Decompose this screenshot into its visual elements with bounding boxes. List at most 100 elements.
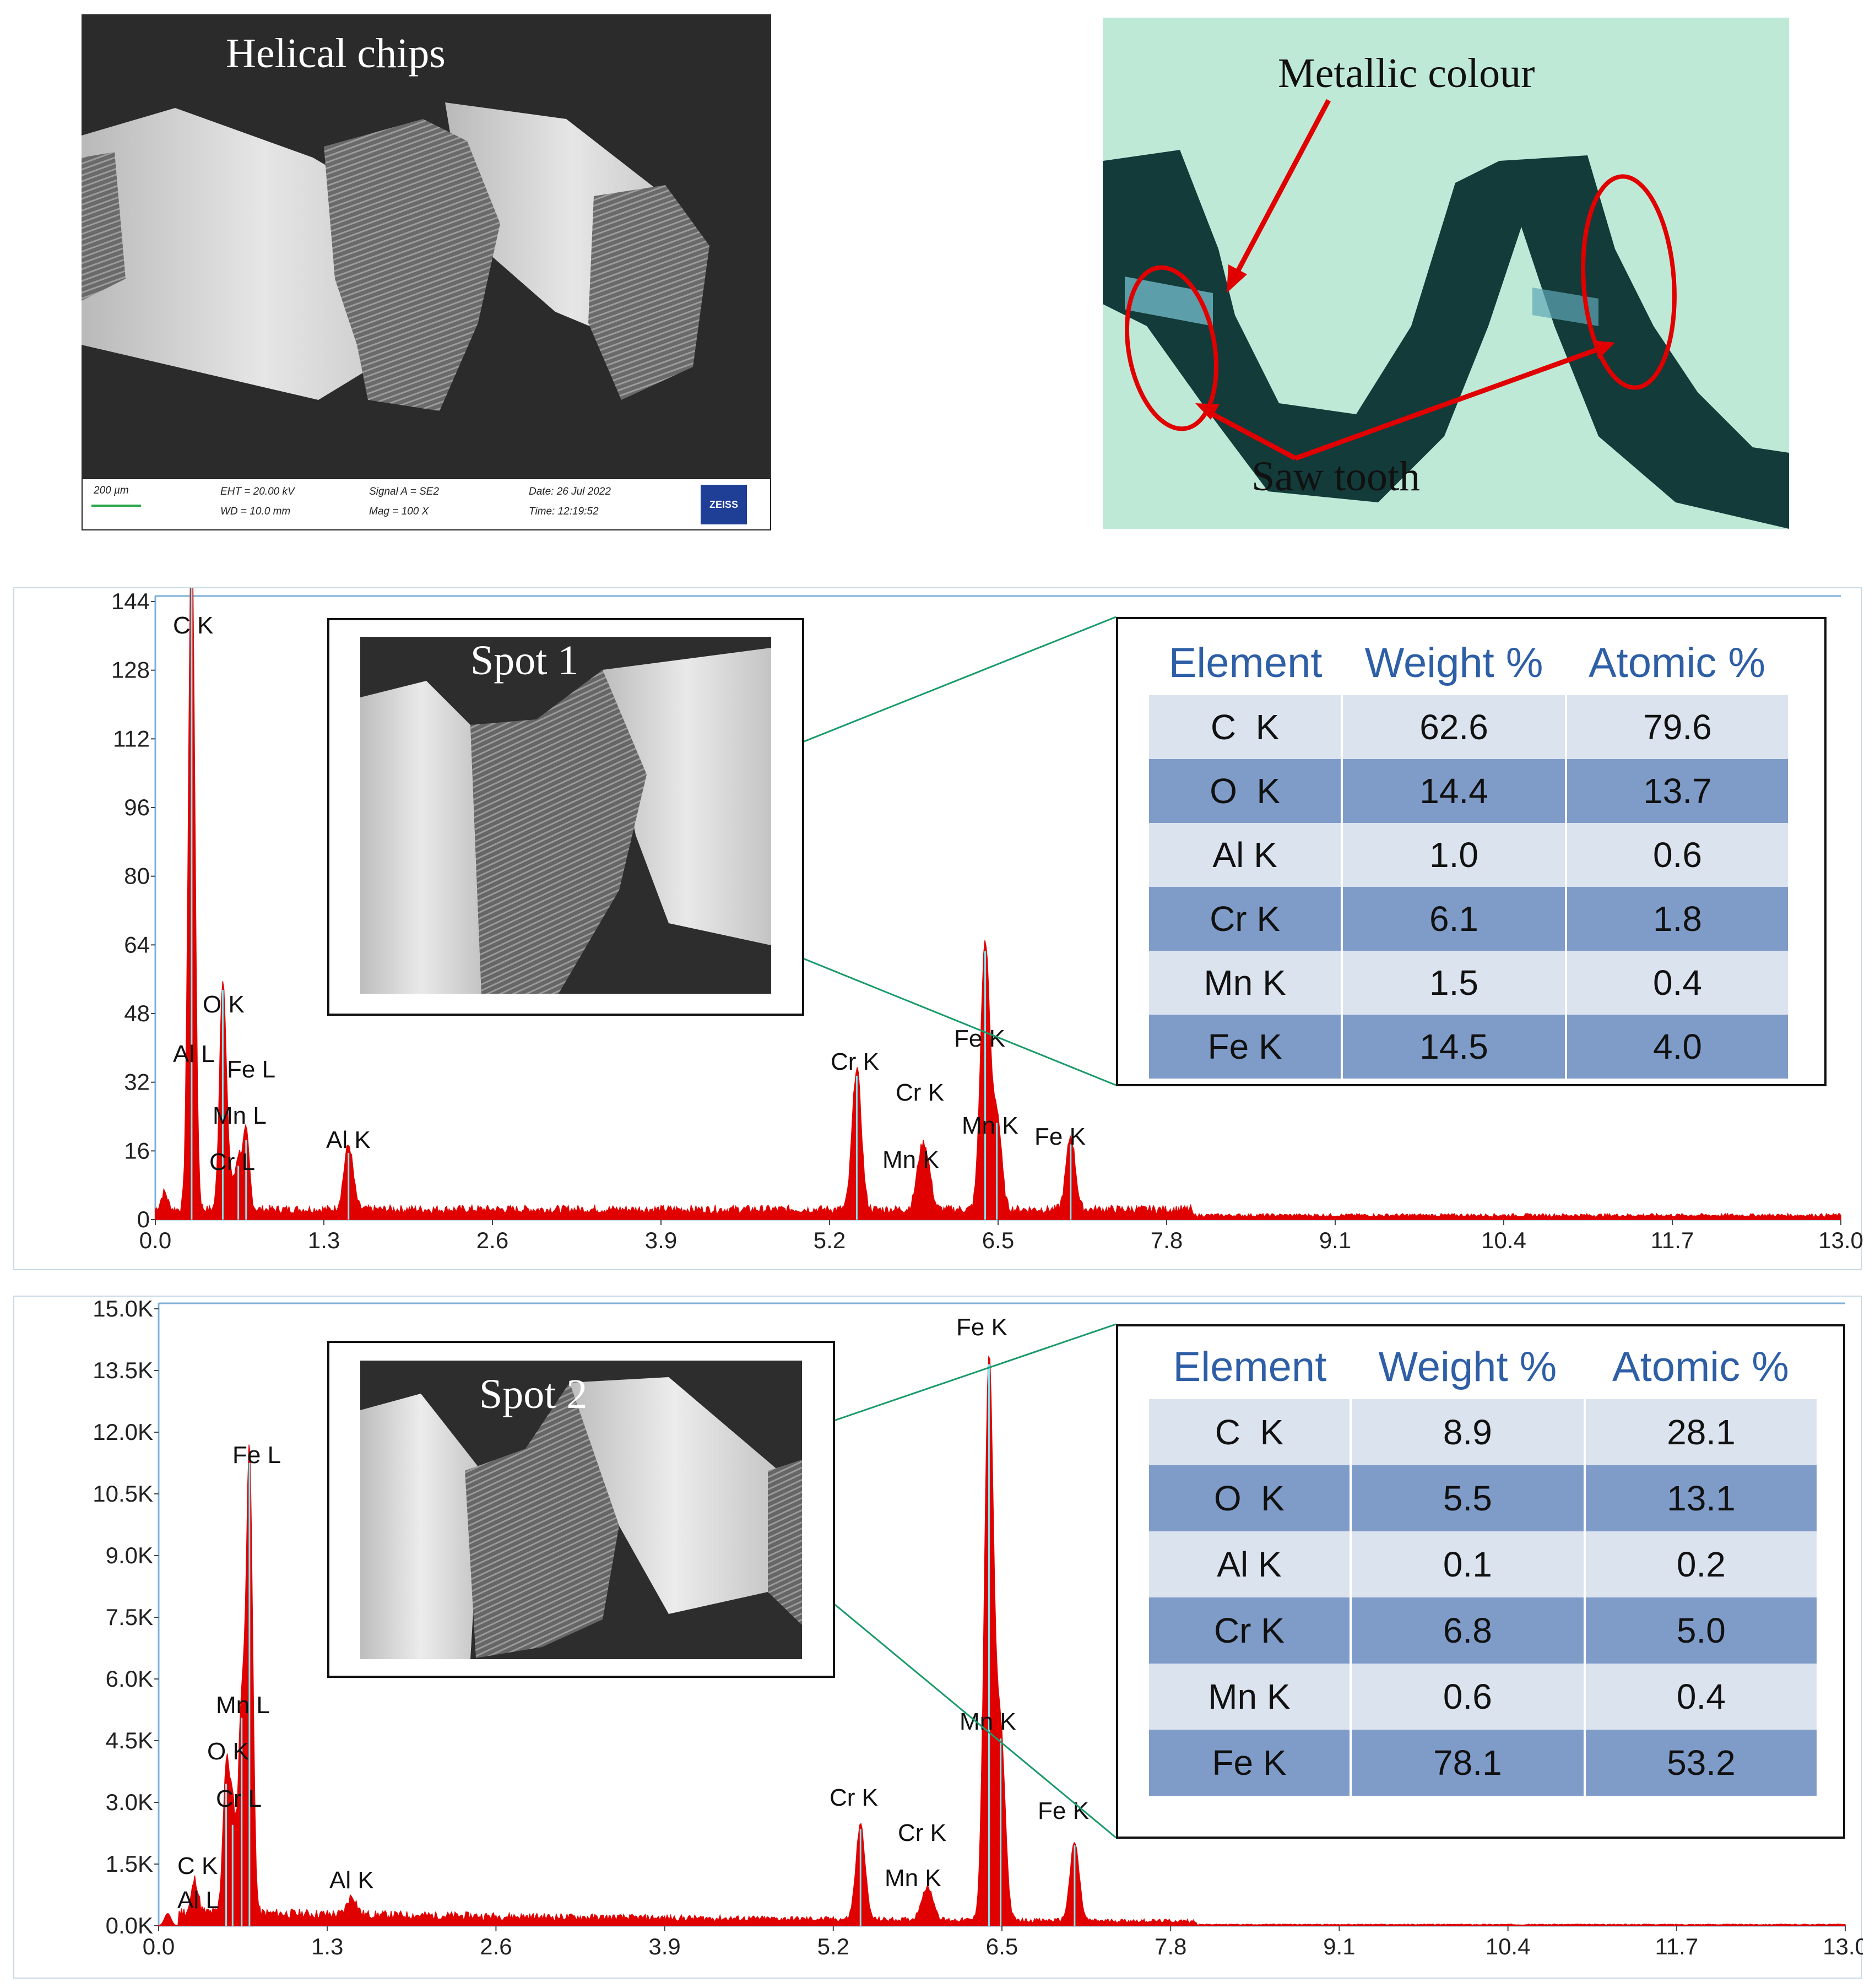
cell-atomic: 28.1 [1584,1399,1817,1465]
cell-weight: 1.0 [1342,823,1567,887]
cell-weight: 78.1 [1350,1730,1586,1796]
peak-label: C K [173,612,213,639]
cell-atomic: 13.1 [1584,1465,1817,1531]
peak-label: Mn K [882,1146,939,1173]
y-tick-label: 144 [111,588,150,614]
x-tick-label: 7.8 [1155,1933,1186,1959]
eht-label: EHT = 20.00 kV [220,486,295,497]
y-tick-label: 32 [124,1069,150,1095]
x-tick-label: 11.7 [1655,1933,1698,1959]
table-row: Al K 1.0 0.6 [1149,823,1788,887]
cell-element: Mn K [1149,951,1343,1015]
table-row: Mn K 1.5 0.4 [1149,951,1788,1015]
x-tick-label: 3.9 [648,1933,680,1959]
x-tick-label: 5.2 [814,1227,846,1253]
cell-element: O K [1149,759,1343,823]
x-tick-label: 2.6 [480,1933,512,1959]
table-row: O K 14.4 13.7 [1149,759,1788,823]
y-tick-label: 3.0K [106,1789,153,1815]
cell-element: Al K [1149,823,1343,887]
sem-helical-chips-image: Helical chips [82,14,771,530]
y-tick-label: 7.5K [106,1604,153,1630]
mag-label: Mag = 100 X [369,506,429,517]
x-tick-label: 6.5 [982,1227,1014,1253]
peak-label: Fe L [232,1442,281,1469]
y-tick-label: 6.0K [106,1666,153,1692]
cell-weight: 62.6 [1342,695,1567,759]
peak-label: Fe K [1034,1123,1086,1150]
peak-label: Fe K [956,1314,1007,1341]
peak-label: Al L [177,1887,219,1914]
scale-bar [91,505,141,507]
col-weight-header: Weight % [1378,1343,1557,1390]
peak-label: Cr K [830,1784,878,1811]
x-tick-label: 10.4 [1481,1227,1526,1253]
x-tick-label: 5.2 [817,1933,849,1959]
x-tick-label: 2.6 [476,1227,508,1253]
peak-label: Al L [173,1041,215,1068]
metallic-colour-label: Metallic colour [1278,50,1535,96]
cell-atomic: 53.2 [1584,1730,1817,1796]
peak-label: O K [207,1738,249,1765]
cell-weight: 6.8 [1350,1597,1586,1664]
spot1-composition-table: Element Weight % Atomic % C K 62.6 79.6 … [1149,630,1788,1079]
y-tick-label: 64 [124,931,150,957]
table-row: C K 8.9 28.1 [1149,1399,1817,1465]
y-tick-label: 48 [124,1000,150,1026]
cell-element: C K [1149,1399,1352,1465]
cell-element: Fe K [1149,1730,1352,1796]
y-tick-label: 13.5K [93,1357,153,1383]
spot1-spectrum-chart: 0.0 1.3 2.6 3.9 5.2 6.5 7.8 9.1 10.4 11.7 13.0 0 16 3… [111,588,1863,1253]
peak-label: Mn K [962,1112,1018,1139]
y-tick-label: 0 [137,1206,150,1232]
peak-label: Cr K [831,1048,879,1075]
peak-label: C K [177,1852,218,1879]
y-tick-label: 0.0K [106,1913,153,1938]
wd-label: WD = 10.0 mm [220,506,291,517]
spot2-composition-table: Element Weight % Atomic % C K 8.9 28.1 O… [1149,1334,1817,1796]
y-tick-label: 80 [124,863,150,889]
x-tick-label: 10.4 [1486,1933,1531,1959]
spot1-title: Spot 1 [470,637,579,684]
peak-label: Mn K [885,1865,941,1892]
spot2-title: Spot 2 [479,1371,588,1417]
sem-info-bar: 200 µm EHT = 20.00 kV WD = 10.0 mm Signa… [82,478,771,530]
x-tick-label: 3.9 [645,1227,677,1253]
cell-weight: 0.6 [1350,1664,1586,1730]
col-atomic-header: Atomic % [1588,639,1765,686]
scale-bar-label: 200 µm [94,485,129,496]
y-tick-label: 9.0K [106,1542,153,1568]
cell-element: Al K [1149,1531,1352,1597]
col-element-header: Element [1168,639,1323,686]
peak-label: Mn L [213,1102,267,1129]
cell-atomic: 0.4 [1565,951,1788,1015]
cell-element: Fe K [1149,1015,1343,1079]
y-tick-label: 16 [124,1137,150,1163]
peak-label: Cr L [209,1149,255,1176]
spot2-inset-image [360,1361,802,1659]
y-tick-label: 96 [124,794,150,820]
y-tick-label: 12.0K [93,1419,153,1445]
signal-label: Signal A = SE2 [369,486,439,497]
table-row: Fe K 14.5 4.0 [1149,1015,1788,1079]
x-tick-label: 13.0 [1823,1933,1863,1959]
cell-weight: 8.9 [1350,1399,1586,1465]
peak-label: Al K [326,1126,371,1153]
y-tick-label: 10.5K [93,1481,153,1507]
cell-atomic: 0.4 [1584,1664,1817,1730]
saw-tooth-label: Saw tooth [1251,453,1421,500]
y-tick-label: 128 [111,657,150,683]
cell-element: O K [1149,1465,1352,1531]
x-tick-label: 9.1 [1319,1227,1351,1253]
peak-label: Fe L [227,1056,275,1083]
x-tick-label: 0.0 [143,1933,175,1959]
cell-atomic: 1.8 [1565,887,1788,951]
table-row: Mn K 0.6 0.4 [1149,1664,1817,1730]
spectrum-panel-spot2: 0.0 1.3 2.6 3.9 5.2 6.5 7.8 9.1 10.4 11.7 13.0 0.0K… [13,1296,1863,1979]
peak-label: O K [203,991,245,1018]
cell-weight: 5.5 [1350,1465,1586,1531]
cell-atomic: 13.7 [1565,759,1788,823]
col-weight-header: Weight % [1364,639,1543,686]
cell-weight: 14.4 [1342,759,1567,823]
cell-weight: 0.1 [1350,1531,1586,1597]
